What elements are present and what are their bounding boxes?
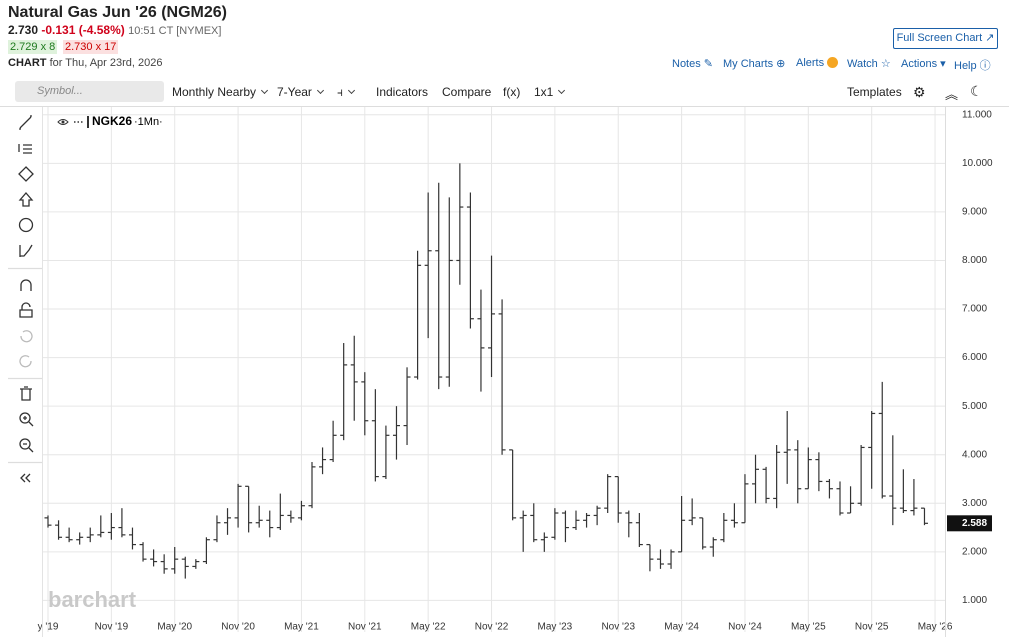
tool-annotation[interactable] <box>18 217 34 233</box>
full-screen-button[interactable]: Full Screen Chart ↗ <box>893 28 998 49</box>
y-tick-label: 11.000 <box>962 109 992 120</box>
y-tick-label: 2.000 <box>962 547 987 558</box>
tool-shape[interactable] <box>18 166 34 182</box>
link-label[interactable]: My Charts <box>723 58 774 70</box>
y-tick-label: 10.000 <box>962 158 993 169</box>
tool-measure[interactable] <box>19 244 33 257</box>
eye-icon[interactable] <box>57 119 69 125</box>
tool-zoom-out[interactable] <box>19 438 31 450</box>
chart-legend: NGK26 ·1Mn· <box>57 114 163 128</box>
tool-arrow[interactable] <box>18 192 34 207</box>
settings-button[interactable]: ⚙ <box>913 84 926 100</box>
y-tick-label: 7.000 <box>962 304 987 315</box>
indicators-button[interactable]: Indicators <box>376 85 429 99</box>
x-tick-label: May '25 <box>791 622 826 633</box>
period-select[interactable]: Monthly Nearby <box>172 85 269 99</box>
link-label[interactable]: Alerts <box>796 57 825 69</box>
last-price-box <box>947 515 992 532</box>
x-tick-label: May '21 <box>284 622 319 633</box>
ask: 2.730 x 17 <box>63 40 119 54</box>
last-price: 2.730 <box>8 23 39 37</box>
last-price-label: 2.588 <box>962 518 987 529</box>
x-tick-label: May '20 <box>157 622 192 633</box>
x-tick-label: May '24 <box>664 622 699 633</box>
compare-button[interactable]: Compare <box>442 85 492 99</box>
x-tick-label: May '22 <box>411 622 446 633</box>
tool-undo[interactable] <box>20 330 33 343</box>
tool-lock[interactable] <box>19 302 33 318</box>
full-screen-label[interactable]: Full Screen Chart <box>896 32 983 44</box>
x-tick-label: Nov '24 <box>728 622 762 633</box>
y-tick-label: 3.000 <box>962 498 987 509</box>
tool-zoom-in-mark[interactable] <box>23 416 34 427</box>
range-label[interactable]: 7-Year <box>277 85 312 99</box>
bid: 2.729 x 8 <box>8 40 58 54</box>
symbol-input[interactable]: Symbol... <box>15 81 164 102</box>
fx-button[interactable]: f(x) <box>503 85 521 99</box>
layout-label[interactable]: 1x1 <box>534 85 554 99</box>
eye-pupil <box>61 120 65 124</box>
link-label[interactable]: Watch <box>847 58 878 70</box>
tool-delete[interactable] <box>20 386 32 401</box>
alert-icon <box>827 57 839 68</box>
x-tick-label: y '19 <box>38 622 59 633</box>
instrument-title: Natural Gas Jun '26 (NGM26) <box>8 4 227 21</box>
y-tick-label: 6.000 <box>962 352 987 363</box>
chart-label: CHART <box>8 57 47 69</box>
x-tick-label: Nov '25 <box>855 622 889 633</box>
tool-line[interactable] <box>19 115 32 130</box>
link-label[interactable]: Help <box>954 60 977 72</box>
link-label[interactable]: Notes <box>672 58 701 70</box>
x-tick-label: Nov '20 <box>221 622 255 633</box>
y-tick-label: 9.000 <box>962 207 987 218</box>
chart-date: for Thu, Apr 23rd, 2026 <box>49 57 163 69</box>
y-tick-label: 8.000 <box>962 255 987 266</box>
x-tick-label: May '26 <box>918 622 953 633</box>
help-link[interactable]: Help ⓘ <box>954 60 991 72</box>
tool-zoom-out-mark[interactable] <box>23 443 34 453</box>
bar-type-select[interactable]: ⫞ <box>337 85 356 100</box>
watch-link[interactable]: Watch ☆ <box>847 58 891 70</box>
period-label[interactable]: Monthly Nearby <box>172 85 257 99</box>
actions-link[interactable]: Actions ▾ <box>901 58 946 70</box>
x-tick-label: Nov '23 <box>601 622 635 633</box>
notes-link[interactable]: Notes ✎ <box>672 58 714 70</box>
tool-fib[interactable] <box>18 144 32 154</box>
range-select[interactable]: 7-Year <box>277 85 324 99</box>
plot: 1.000 2.000 3.000 4.000 5.000 6.000 7.000 8.000… <box>38 107 993 633</box>
alerts-link[interactable]: Alerts <box>796 57 839 69</box>
collapse-button[interactable]: ︽ <box>945 87 959 102</box>
legend-symbol: NGK26 <box>92 114 132 128</box>
collapse-sidebar[interactable] <box>20 473 31 483</box>
x-tick-label: May '23 <box>538 622 573 633</box>
tool-redo[interactable] <box>19 355 32 368</box>
symbol-placeholder: Symbol... <box>37 85 83 97</box>
legend-interval: ·1Mn· <box>134 116 163 128</box>
y-tick-label: 5.000 <box>962 401 987 412</box>
watermark: barchart <box>48 587 137 612</box>
drawing-tools[interactable] <box>8 115 42 483</box>
link-label[interactable]: Actions <box>901 58 938 70</box>
tool-magnet[interactable] <box>20 279 32 291</box>
templates-button[interactable]: Templates <box>847 85 902 99</box>
price-change: -0.131 (-4.58%) <box>41 23 125 37</box>
y-tick-label: 4.000 <box>962 449 987 460</box>
my-charts-link[interactable]: My Charts ⊕ <box>723 58 786 70</box>
x-tick-label: Nov '22 <box>475 622 509 633</box>
x-tick-label: Nov '19 <box>95 622 129 633</box>
tool-zoom-in[interactable] <box>19 412 31 424</box>
theme-button[interactable]: ☾ <box>970 83 983 99</box>
y-tick-label: 1.000 <box>962 595 987 606</box>
quote-time: 10:51 CT [NYMEX] <box>128 25 222 37</box>
layout-select[interactable]: 1x1 <box>534 85 566 99</box>
x-tick-label: Nov '21 <box>348 622 382 633</box>
